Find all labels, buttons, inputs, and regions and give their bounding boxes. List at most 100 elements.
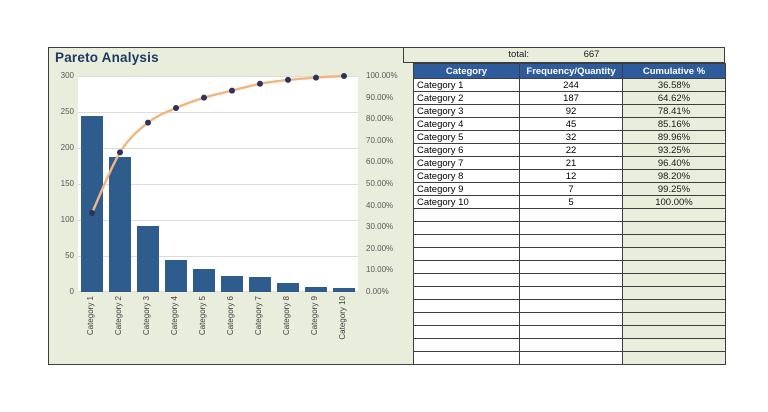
empty-cell[interactable] <box>413 260 520 274</box>
cell-cum[interactable]: 78.41% <box>622 104 726 118</box>
total-label: total: <box>508 49 529 60</box>
x-axis-label: Category 4 <box>170 296 179 336</box>
cell-cum[interactable]: 93.25% <box>622 143 726 157</box>
right-axis-tick: 10.00% <box>366 265 394 275</box>
cell-cat[interactable]: Category 7 <box>413 156 520 170</box>
empty-cell[interactable] <box>519 325 623 339</box>
cell-cat[interactable]: Category 10 <box>413 195 520 209</box>
empty-cell[interactable] <box>622 247 726 261</box>
bar-category-5 <box>193 268 215 292</box>
empty-cell[interactable] <box>413 338 520 352</box>
empty-cell[interactable] <box>413 234 520 248</box>
empty-table-row <box>413 260 726 274</box>
bar-category-4 <box>165 259 187 292</box>
empty-cell[interactable] <box>413 247 520 261</box>
empty-cell[interactable] <box>622 260 726 274</box>
cell-cum[interactable]: 36.58% <box>622 78 726 92</box>
empty-cell[interactable] <box>413 286 520 300</box>
cell-cum[interactable]: 99.25% <box>622 182 726 196</box>
cell-freq[interactable]: 45 <box>519 117 623 131</box>
cell-cum[interactable]: 96.40% <box>622 156 726 170</box>
line-marker-9 <box>313 74 319 81</box>
cell-freq[interactable]: 32 <box>519 130 623 144</box>
empty-cell[interactable] <box>413 299 520 313</box>
gridline <box>78 256 358 257</box>
cell-freq[interactable]: 7 <box>519 182 623 196</box>
x-axis-label: Category 10 <box>338 296 347 340</box>
table-header-cumulative-[interactable]: Cumulative % <box>622 63 726 79</box>
line-marker-10 <box>341 73 347 79</box>
left-axis-tick: 50 <box>65 251 74 260</box>
empty-cell[interactable] <box>519 234 623 248</box>
cell-freq[interactable]: 5 <box>519 195 623 209</box>
cell-cum[interactable]: 85.16% <box>622 117 726 131</box>
empty-cell[interactable] <box>413 221 520 235</box>
cell-freq[interactable]: 22 <box>519 143 623 157</box>
cell-freq[interactable]: 92 <box>519 104 623 118</box>
empty-cell[interactable] <box>519 247 623 261</box>
x-axis-label: Category 3 <box>142 296 151 336</box>
cell-cum[interactable]: 98.20% <box>622 169 726 183</box>
line-marker-5 <box>201 94 207 101</box>
gridline <box>78 291 358 292</box>
empty-table-row <box>413 234 726 248</box>
bar-category-10 <box>333 288 355 292</box>
cell-cat[interactable]: Category 3 <box>413 104 520 118</box>
empty-cell[interactable] <box>519 286 623 300</box>
cell-cum[interactable]: 100.00% <box>622 195 726 209</box>
table-row: Category 9 7 99.25% <box>413 182 726 196</box>
cell-cum[interactable]: 64.62% <box>622 91 726 105</box>
gridline <box>78 184 358 185</box>
empty-cell[interactable] <box>413 325 520 339</box>
empty-cell[interactable] <box>622 221 726 235</box>
total-value-cell[interactable]: 667 <box>583 49 600 60</box>
cell-freq[interactable]: 187 <box>519 91 623 105</box>
empty-cell[interactable] <box>413 351 520 365</box>
empty-cell[interactable] <box>413 312 520 326</box>
cell-cat[interactable]: Category 6 <box>413 143 520 157</box>
empty-table-row <box>413 286 726 300</box>
cell-freq[interactable]: 244 <box>519 78 623 92</box>
right-axis-tick: 0.00% <box>366 287 389 296</box>
line-marker-7 <box>257 80 263 87</box>
empty-cell[interactable] <box>622 351 726 365</box>
table-header-category[interactable]: Category <box>413 63 520 79</box>
cell-cat[interactable]: Category 5 <box>413 130 520 144</box>
cell-cat[interactable]: Category 8 <box>413 169 520 183</box>
right-axis-tick: 60.00% <box>366 157 394 167</box>
empty-cell[interactable] <box>519 221 623 235</box>
empty-cell[interactable] <box>519 260 623 274</box>
empty-cell[interactable] <box>519 338 623 352</box>
empty-table-row <box>413 325 726 339</box>
empty-cell[interactable] <box>622 325 726 339</box>
cell-cat[interactable]: Category 4 <box>413 117 520 131</box>
bar-category-6 <box>221 276 243 292</box>
cell-cum[interactable]: 89.96% <box>622 130 726 144</box>
cell-freq[interactable]: 12 <box>519 169 623 183</box>
empty-cell[interactable] <box>622 273 726 287</box>
cell-cat[interactable]: Category 9 <box>413 182 520 196</box>
empty-table-row <box>413 221 726 235</box>
empty-cell[interactable] <box>622 338 726 352</box>
empty-cell[interactable] <box>519 351 623 365</box>
right-axis-tick: 100.00% <box>366 71 398 80</box>
empty-cell[interactable] <box>622 312 726 326</box>
empty-cell[interactable] <box>622 299 726 313</box>
empty-cell[interactable] <box>519 299 623 313</box>
line-marker-3 <box>145 119 151 126</box>
empty-cell[interactable] <box>622 234 726 248</box>
line-marker-2 <box>117 149 123 156</box>
empty-cell[interactable] <box>622 286 726 300</box>
empty-cell[interactable] <box>622 208 726 222</box>
empty-cell[interactable] <box>519 312 623 326</box>
empty-cell[interactable] <box>413 208 520 222</box>
table-header-frequency-quantity[interactable]: Frequency/Quantity <box>519 63 623 79</box>
empty-table-row <box>413 299 726 313</box>
empty-cell[interactable] <box>413 273 520 287</box>
cell-cat[interactable]: Category 2 <box>413 91 520 105</box>
empty-cell[interactable] <box>519 208 623 222</box>
empty-cell[interactable] <box>519 273 623 287</box>
cell-cat[interactable]: Category 1 <box>413 78 520 92</box>
cell-freq[interactable]: 21 <box>519 156 623 170</box>
